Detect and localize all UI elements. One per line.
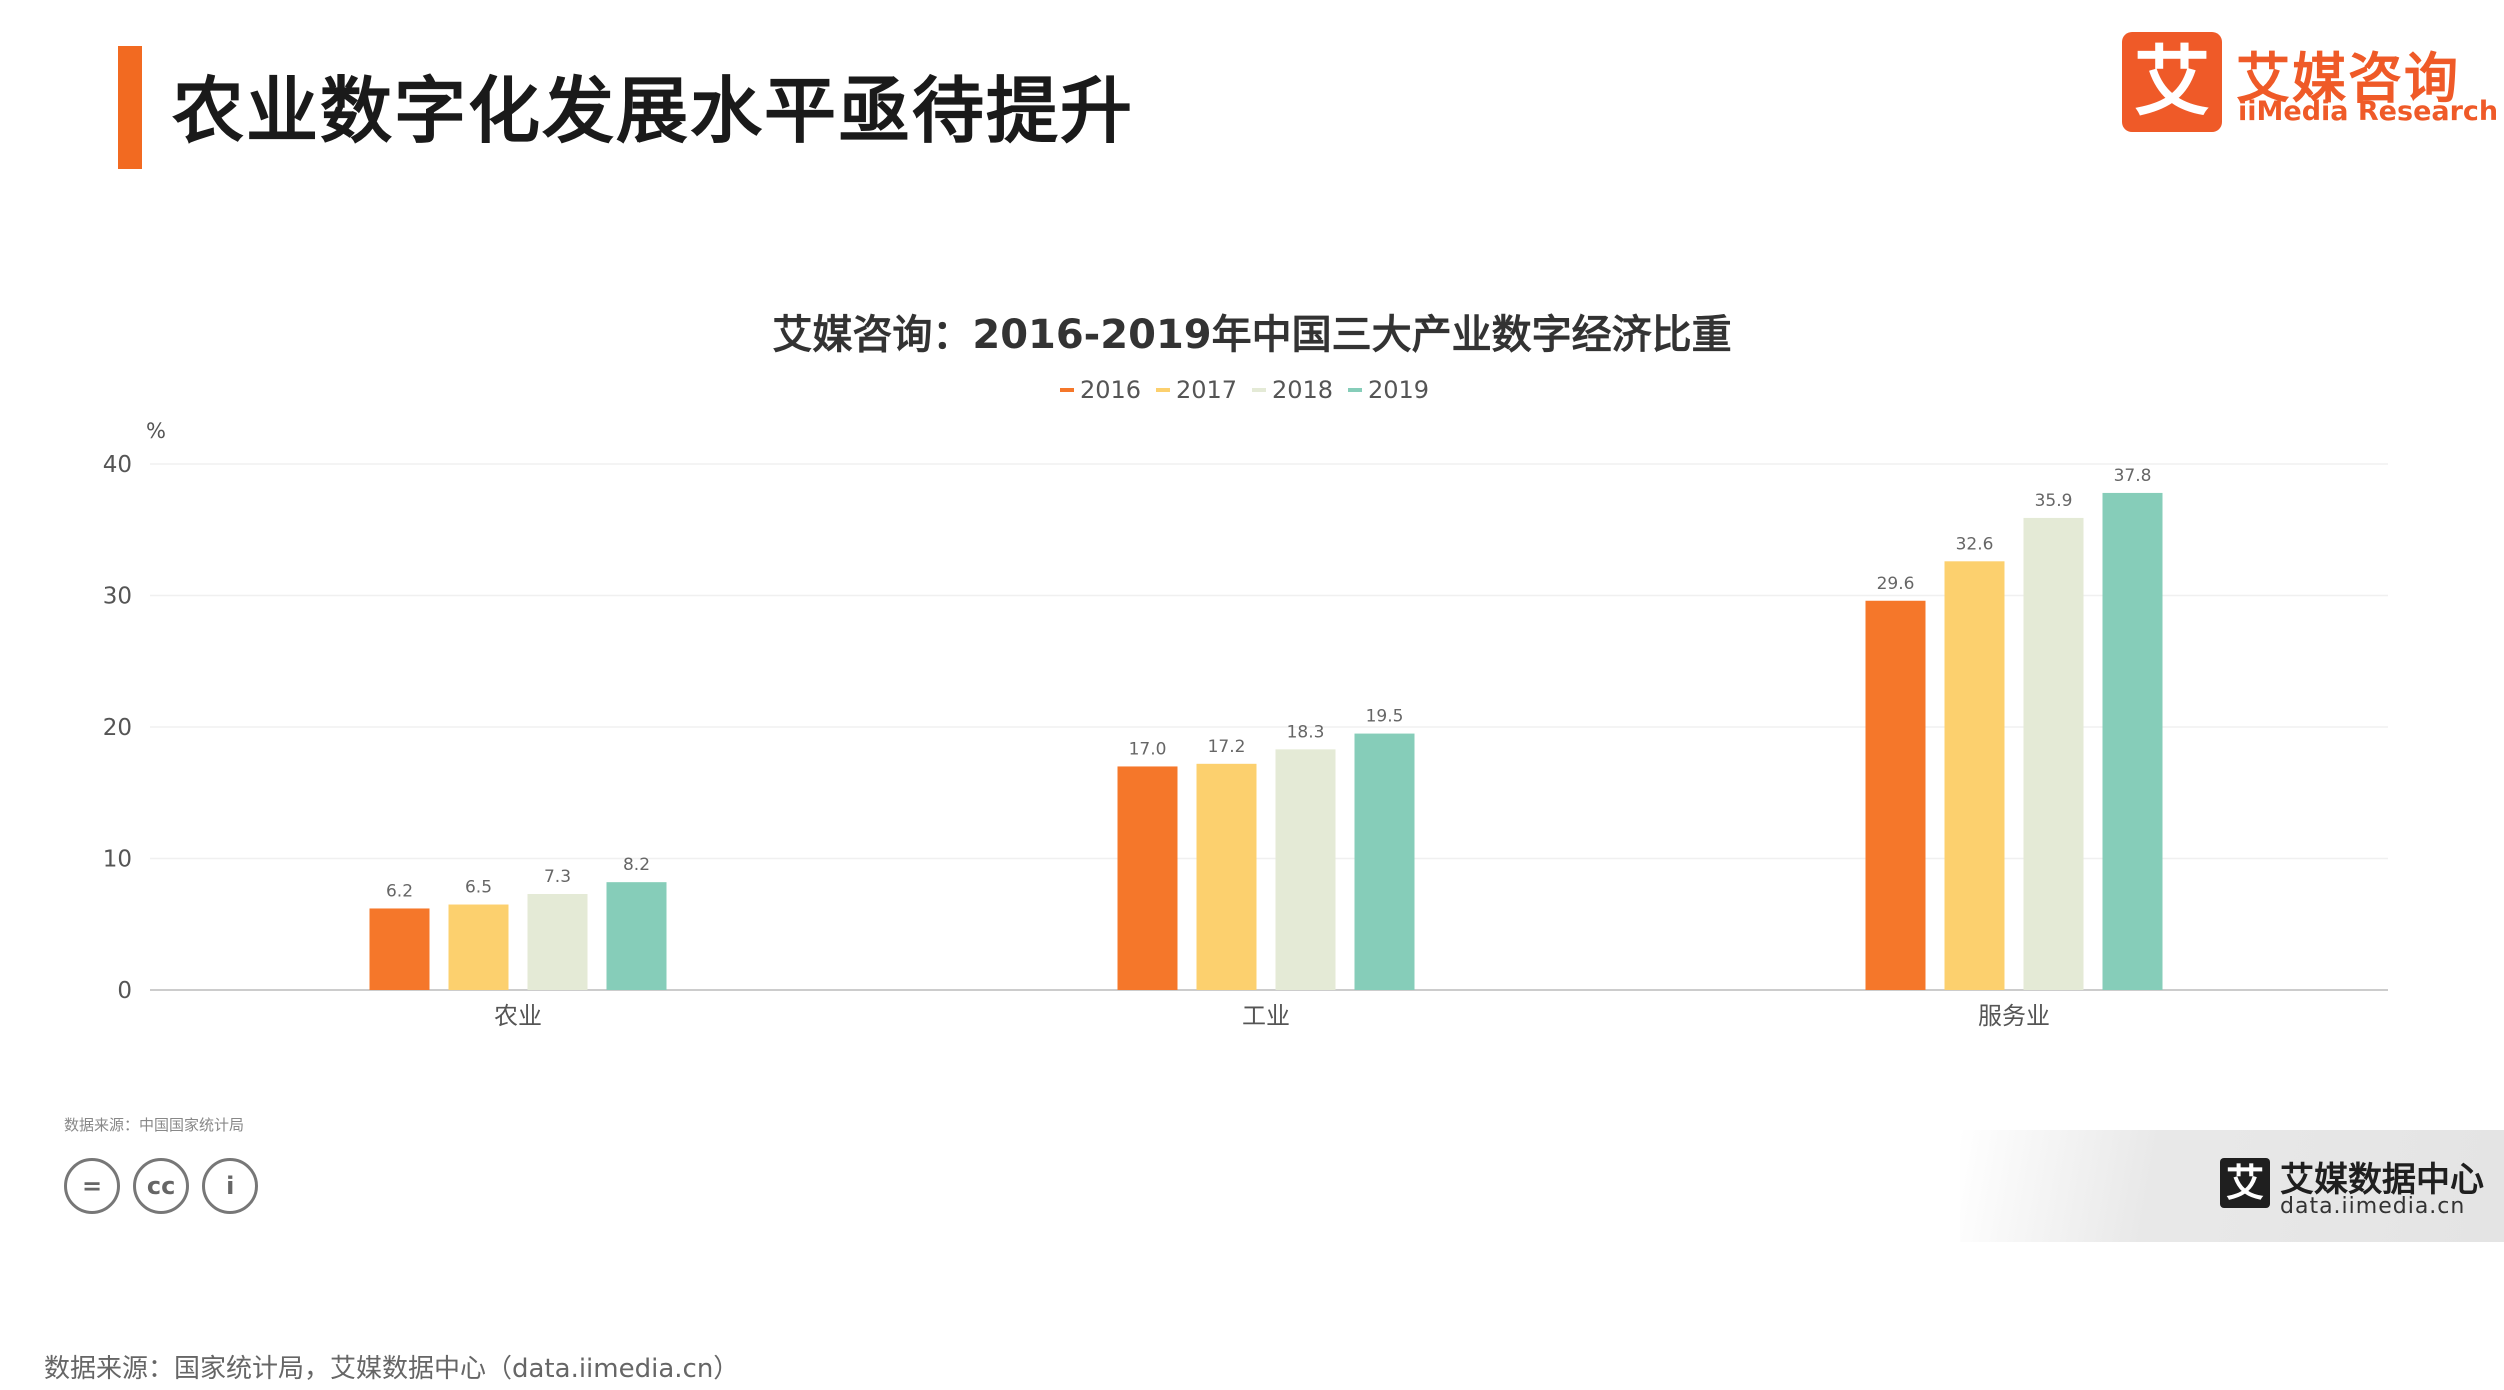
bar	[2102, 492, 2163, 990]
cc-nd-icon: =	[64, 1158, 120, 1214]
chart-legend: 2016 2017 2018 2019	[1060, 376, 1429, 404]
chart-bars: 6.2 6.5 7.3 8.2 17.0 17.2 18.3 19.5 29.6 32.6 35.9…	[369, 466, 2163, 990]
data-label: 17.0	[1129, 739, 1167, 759]
y-axis-unit: %	[146, 419, 166, 443]
data-label: 7.3	[544, 867, 571, 887]
cc-by-icon: i	[202, 1158, 259, 1214]
legend-label: 2017	[1176, 376, 1237, 404]
bar	[448, 904, 509, 990]
logo-text-en: iiMedia Research	[2238, 96, 2499, 127]
bar	[527, 894, 588, 990]
iimedia-logo: 艾 艾媒咨询 iiMedia Research	[2122, 32, 2498, 142]
bar	[1354, 733, 1415, 990]
y-tick-label: 0	[117, 978, 132, 1004]
bar	[606, 882, 667, 990]
y-axis: 0 10 20 30 40	[103, 452, 132, 1004]
bar	[1865, 600, 1926, 990]
y-tick-label: 10	[103, 847, 132, 873]
y-tick-label: 20	[103, 715, 132, 741]
data-center-watermark: 艾 艾媒数据中心 data.iimedia.cn	[1960, 1130, 2504, 1242]
bar-chart: 艾媒咨询：2016-2019年中国三大产业数字经济比重 2016 2017 2018…	[103, 312, 2388, 1030]
x-axis: 农业 工业 服务业	[494, 1002, 2050, 1030]
title-accent-bar	[118, 46, 142, 169]
chart-source-note: 数据来源：中国国家统计局	[64, 1116, 245, 1134]
x-tick-label: 服务业	[1978, 1002, 2050, 1030]
data-label: 35.9	[2035, 491, 2073, 511]
data-label: 6.2	[386, 881, 413, 901]
data-label: 29.6	[1877, 574, 1915, 594]
watermark-url: data.iimedia.cn	[2280, 1194, 2466, 1219]
data-label: 18.3	[1287, 722, 1325, 742]
legend-label: 2016	[1080, 376, 1141, 404]
legend-swatch	[1060, 388, 1074, 392]
bar	[1117, 766, 1178, 990]
bar	[1196, 763, 1257, 990]
legend-label: 2019	[1368, 376, 1429, 404]
watermark-logo-icon: 艾	[2220, 1158, 2270, 1208]
cc-license-icon: cc	[133, 1158, 190, 1214]
data-label: 8.2	[623, 855, 650, 875]
license-icons: = cc i	[64, 1158, 266, 1214]
footer-source: 数据来源：国家统计局，艾媒数据中心（data.iimedia.cn）	[44, 1354, 740, 1384]
data-label: 32.6	[1956, 534, 1994, 554]
y-tick-label: 40	[103, 452, 132, 478]
legend-swatch	[1348, 388, 1362, 392]
data-label: 37.8	[2114, 466, 2152, 486]
x-tick-label: 工业	[1242, 1002, 1290, 1030]
legend-swatch	[1156, 388, 1170, 392]
data-label: 19.5	[1366, 707, 1404, 727]
page-title: 农业数字化发展水平亟待提升	[172, 69, 1135, 153]
legend-swatch	[1252, 388, 1266, 392]
bar	[1944, 561, 2005, 990]
bar	[1275, 749, 1336, 990]
logo-text-cn: 艾媒咨询	[2236, 47, 2460, 110]
data-label: 17.2	[1208, 737, 1246, 757]
logo-mark-icon: 艾	[2122, 32, 2222, 132]
chart-grid	[150, 463, 2388, 991]
bar	[2023, 517, 2084, 990]
watermark-text-cn: 艾媒数据中心	[2280, 1160, 2484, 1200]
chart-title: 艾媒咨询：2016-2019年中国三大产业数字经济比重	[772, 312, 1731, 358]
data-label: 6.5	[465, 878, 492, 898]
x-tick-label: 农业	[494, 1002, 542, 1030]
bar	[369, 908, 430, 990]
y-tick-label: 30	[103, 584, 132, 610]
legend-label: 2018	[1272, 376, 1333, 404]
